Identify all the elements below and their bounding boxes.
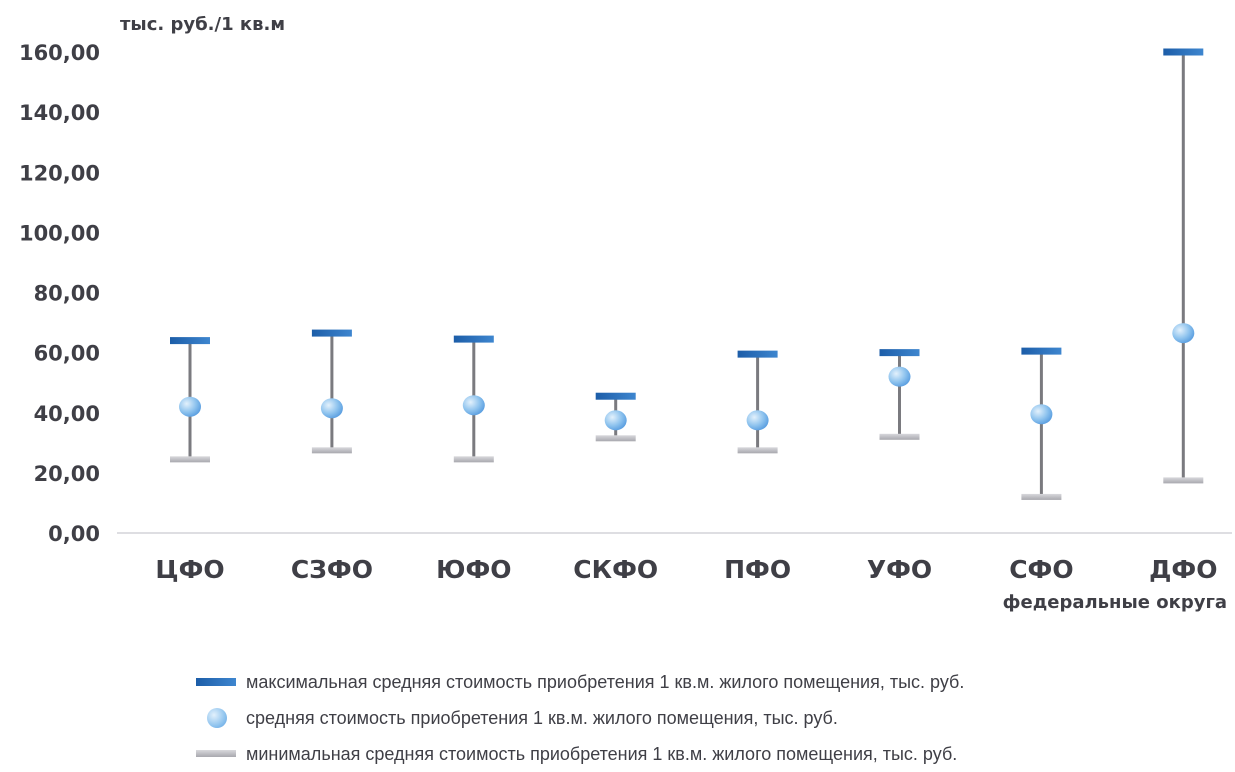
mean-point	[320, 398, 343, 419]
y-tick-label: 100,00	[19, 221, 100, 245]
max-marker	[453, 335, 494, 343]
max-marker	[595, 392, 636, 400]
y-tick-label: 160,00	[19, 41, 100, 65]
legend-swatch-mean	[196, 708, 236, 728]
legend-label-max: максимальная средняя стоимость приобрете…	[246, 671, 965, 692]
mean-point	[179, 396, 201, 417]
x-tick-label: ДФО	[1149, 555, 1217, 584]
mean-point	[888, 366, 911, 387]
min-marker	[311, 447, 352, 454]
x-tick-label: УФО	[867, 555, 932, 584]
x-tick-label: СЗФО	[291, 555, 373, 584]
max-marker	[1163, 48, 1204, 56]
y-tick-label: 60,00	[34, 342, 100, 366]
max-marker	[311, 329, 352, 337]
min-marker	[453, 456, 494, 463]
min-marker	[595, 435, 636, 442]
range-chart: 0,00 20,00 40,00 60,00 80,00 100,00 120,00 140,…	[19, 41, 1232, 584]
mean-point	[462, 395, 485, 416]
max-marker	[1021, 347, 1062, 355]
legend-swatch-min	[196, 744, 236, 764]
min-marker	[1163, 477, 1204, 484]
min-marker	[737, 447, 778, 454]
y-tick-label: 80,00	[34, 282, 100, 306]
y-tick-label: 40,00	[34, 402, 100, 426]
y-axis-label: тыс. руб./1 кв.м	[120, 14, 286, 35]
mean-point	[746, 410, 769, 431]
x-tick-label: ПФО	[724, 555, 791, 584]
y-tick-label: 140,00	[19, 101, 100, 125]
legend-label-min: минимальная средняя стоимость приобретен…	[246, 743, 958, 764]
legend-label-mean: средняя стоимость приобретения 1 кв.м. ж…	[246, 707, 838, 728]
mean-point	[604, 410, 627, 431]
mean-point	[1030, 404, 1053, 425]
min-marker	[170, 456, 210, 463]
x-tick-label: ЦФО	[155, 555, 224, 584]
x-axis-label: федеральные округа	[1002, 592, 1227, 613]
x-tick-label: ЮФО	[436, 555, 511, 584]
legend-item-max: максимальная средняя стоимость приобрете…	[196, 664, 964, 700]
mean-point	[1172, 323, 1195, 344]
y-tick-label: 0,00	[48, 522, 100, 546]
legend: максимальная средняя стоимость приобрете…	[196, 664, 964, 772]
max-marker	[737, 350, 778, 358]
x-tick-label: СФО	[1009, 555, 1073, 584]
max-marker	[879, 349, 920, 357]
legend-item-mean: средняя стоимость приобретения 1 кв.м. ж…	[196, 700, 964, 736]
min-marker	[1021, 493, 1062, 500]
max-marker	[170, 337, 210, 345]
legend-item-min: минимальная средняя стоимость приобретен…	[196, 736, 964, 772]
y-tick-label: 20,00	[34, 462, 100, 486]
y-tick-label: 120,00	[19, 161, 100, 185]
min-marker	[879, 433, 920, 440]
x-tick-label: СКФО	[573, 555, 658, 584]
legend-swatch-max	[196, 672, 236, 692]
